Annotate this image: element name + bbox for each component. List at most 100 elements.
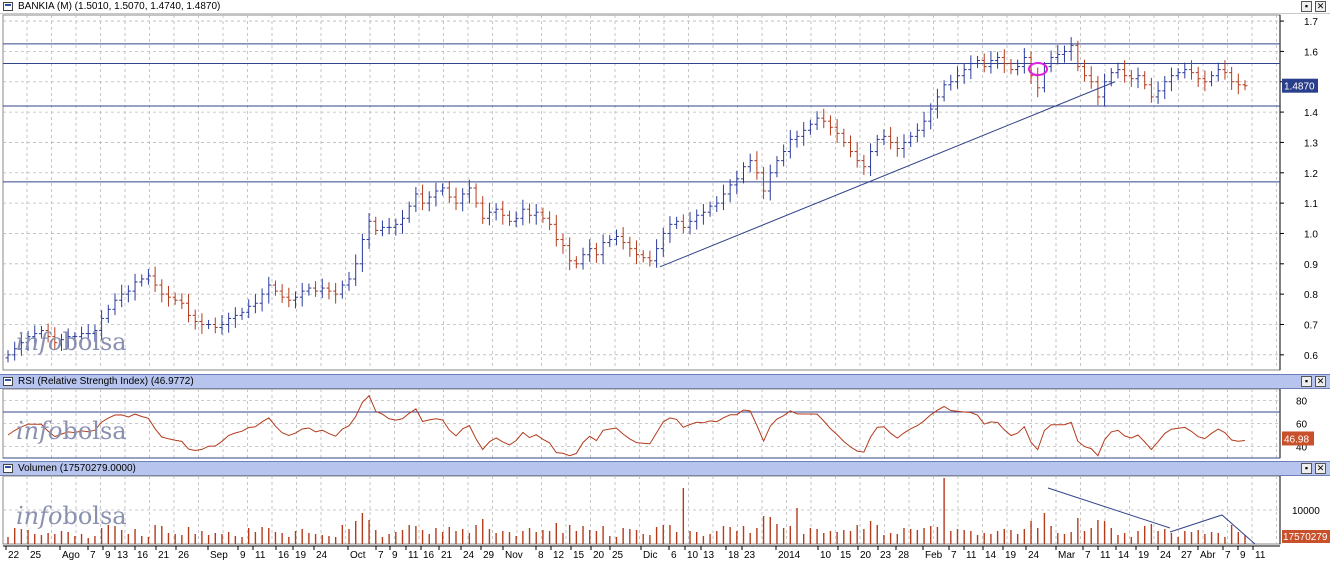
x-tick-label: 20 <box>593 550 605 561</box>
plot-frame <box>2 14 1281 371</box>
x-tick-label: 10 <box>820 550 832 561</box>
x-tick-label: 21 <box>441 550 453 561</box>
y-tick-label: 0.8 <box>1304 290 1318 301</box>
x-tick-label: 6 <box>671 550 677 561</box>
minimize-button[interactable]: ▪ <box>1301 376 1312 387</box>
volume-badge-bg <box>1282 530 1330 543</box>
volume-panel: Volumen (17570279.0000) ▪ ✕ 10000 1757027… <box>0 460 1332 561</box>
x-tick-label: 29 <box>483 550 495 561</box>
x-tick-label: 14 <box>985 550 997 561</box>
y-tick-label: 40 <box>1296 443 1308 454</box>
price-panel: BANKIA (M) (1.5010, 1.5070, 1.4740, 1.48… <box>0 0 1332 372</box>
x-tick-label: Ago <box>62 550 80 561</box>
x-tick-label: Mar <box>1058 550 1076 561</box>
window-icon[interactable] <box>3 464 13 473</box>
x-tick-label: 8 <box>538 550 544 561</box>
x-tick-label: 25 <box>612 550 624 561</box>
x-tick-label: Dic <box>643 550 657 561</box>
x-tick-label: 25 <box>30 550 42 561</box>
x-tick-label: 24 <box>1028 550 1040 561</box>
x-tick-label: 19 <box>295 550 307 561</box>
x-tick-label: 2014 <box>778 550 801 561</box>
x-tick-label: 13 <box>703 550 715 561</box>
x-tick-label: 11 <box>408 550 419 561</box>
y-tick-label: 1.2 <box>1304 169 1318 180</box>
x-tick-label: 24 <box>463 550 475 561</box>
x-tick-label: 9 <box>392 550 398 561</box>
x-tick-label: 12 <box>553 550 565 561</box>
window-icon[interactable] <box>3 377 13 386</box>
x-tick-label: 18 <box>728 550 740 561</box>
x-tick-label: 23 <box>744 550 756 561</box>
y-tick-label: 1.3 <box>1304 138 1318 149</box>
x-tick-label: 15 <box>840 550 852 561</box>
x-tick-label: 11 <box>966 550 977 561</box>
price-badge: 1.4870 <box>1284 82 1315 93</box>
minimize-button[interactable]: ▪ <box>1301 463 1312 474</box>
x-tick-label: 7 <box>1085 550 1091 561</box>
x-tick-label: 7 <box>1225 550 1231 561</box>
x-tick-label: Feb <box>925 550 943 561</box>
rsi-panel-title: RSI (Relative Strength Index) (46.9772) <box>18 376 194 387</box>
watermark: infobolsa <box>16 417 127 445</box>
x-tick-label: 24 <box>1160 550 1172 561</box>
price-badge-bg <box>1282 78 1318 93</box>
close-button[interactable]: ✕ <box>1315 463 1326 474</box>
x-tick-label: 7 <box>90 550 96 561</box>
x-tick-label: 22 <box>8 550 20 561</box>
y-tick-label: 0.9 <box>1304 260 1318 271</box>
y-tick-label: 0.7 <box>1304 320 1318 331</box>
x-tick-label: Abr <box>1200 550 1216 561</box>
y-tick-label: 10000 <box>1292 506 1320 517</box>
y-tick-label: 1.1 <box>1304 199 1318 210</box>
x-tick-label: 21 <box>158 550 170 561</box>
watermark-info: info <box>16 502 62 530</box>
x-tick-label: 16 <box>423 550 435 561</box>
price-chart: 1.71.61.51.41.31.21.11.00.90.80.70.61.48… <box>2 14 1318 371</box>
volume-panel-title: Volumen (17570279.0000) <box>18 463 136 474</box>
y-tick-label: 1.0 <box>1304 229 1318 240</box>
y-tick-label: 60 <box>1296 420 1308 431</box>
x-tick-label: 20 <box>860 550 872 561</box>
watermark-bolsa: bolsa <box>62 502 126 530</box>
watermark: infobolsa <box>16 328 127 356</box>
x-tick-label: 10 <box>687 550 699 561</box>
x-tick-label: 19 <box>1005 550 1017 561</box>
x-tick-label: Nov <box>505 550 523 561</box>
close-button[interactable]: ✕ <box>1315 376 1326 387</box>
x-tick-label: 9 <box>240 550 246 561</box>
x-tick-label: 27 <box>1181 550 1193 561</box>
x-tick-label: 16 <box>137 550 149 561</box>
watermark-bolsa: bolsa <box>62 417 126 445</box>
window-icon[interactable] <box>3 2 13 11</box>
x-tick-label: 11 <box>1100 550 1111 561</box>
highlight-circle <box>1028 62 1048 76</box>
x-tick-label: 11 <box>1255 550 1266 561</box>
close-button[interactable]: ✕ <box>1315 1 1326 12</box>
y-tick-label: 1.6 <box>1304 47 1318 58</box>
y-tick-label: 0.6 <box>1304 351 1318 362</box>
x-tick-label: Oct <box>350 550 366 561</box>
x-tick-label: 7 <box>378 550 384 561</box>
minimize-button[interactable]: ▪ <box>1301 1 1312 12</box>
rsi-badge-bg <box>1282 431 1314 446</box>
x-tick-label: 7 <box>951 550 957 561</box>
x-tick-label: Sep <box>210 550 228 561</box>
x-tick-label: 14 <box>1118 550 1130 561</box>
watermark-info: info <box>16 417 62 445</box>
y-tick-label: 1.4 <box>1304 108 1318 119</box>
x-tick-label: 24 <box>316 550 328 561</box>
x-tick-label: 23 <box>880 550 892 561</box>
x-tick-label: 9 <box>1240 550 1246 561</box>
x-tick-label: 26 <box>178 550 190 561</box>
x-tick-label: 16 <box>278 550 290 561</box>
x-tick-label: 13 <box>117 550 129 561</box>
watermark-bolsa: bolsa <box>62 328 126 356</box>
price-panel-title: BANKIA (M) (1.5010, 1.5070, 1.4740, 1.48… <box>18 1 221 12</box>
price-panel-titlebar: BANKIA (M) (1.5010, 1.5070, 1.4740, 1.48… <box>0 0 1330 14</box>
volume-badge: 17570279 <box>1283 532 1328 543</box>
x-tick-label: 19 <box>1138 550 1150 561</box>
x-tick-label: 15 <box>573 550 585 561</box>
